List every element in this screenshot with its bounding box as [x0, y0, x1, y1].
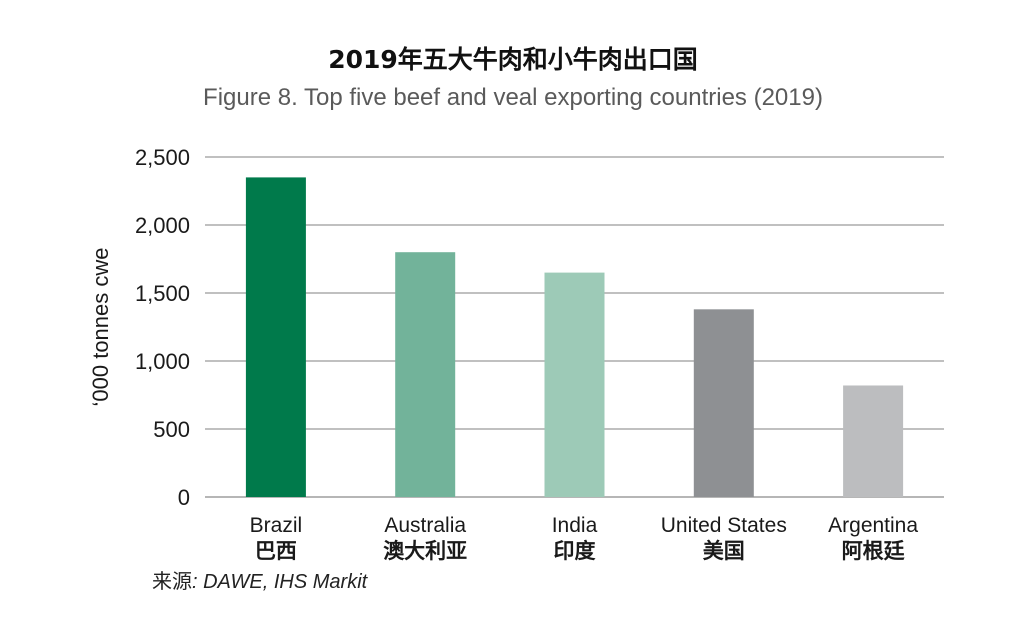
x-tick-label: India: [552, 514, 598, 537]
x-tick-label-zh: 印度: [554, 539, 596, 563]
bar: [544, 272, 605, 497]
y-tick-label: 0: [178, 485, 190, 510]
bars: [245, 177, 904, 497]
chart-subtitle: Figure 8. Top five beef and veal exporti…: [203, 84, 823, 111]
x-tick-label: United States: [661, 514, 787, 537]
bar: [693, 309, 754, 497]
bar: [245, 177, 306, 497]
y-axis-label: ‘000 tonnes cwe: [88, 248, 113, 407]
x-tick-label: Argentina: [828, 514, 918, 537]
x-tick-label-zh: 阿根廷: [842, 539, 906, 563]
y-tick-label: 2,000: [135, 213, 190, 238]
x-tick-label: Brazil: [250, 514, 303, 537]
x-tick-label-zh: 澳大利亚: [383, 539, 467, 563]
source-prefix: 来源: [152, 569, 192, 593]
bar: [395, 252, 456, 497]
source-text: : DAWE, IHS Markit: [192, 571, 368, 593]
x-tick-label: Australia: [384, 514, 466, 537]
y-tick-label: 1,000: [135, 349, 190, 374]
y-tick-label: 2,500: [135, 145, 190, 170]
y-axis-ticks: 0 500 1,000 1,500 2,000 2,500: [135, 145, 190, 510]
chart-title: 2019年五大牛肉和小牛肉出口国: [328, 45, 698, 74]
bar: [843, 385, 904, 497]
x-tick-label-zh: 美国: [703, 539, 745, 563]
x-tick-label-zh: 巴西: [255, 539, 297, 563]
y-tick-label: 1,500: [135, 281, 190, 306]
y-tick-label: 500: [153, 417, 190, 442]
source-note: 来源: DAWE, IHS Markit: [152, 565, 367, 594]
